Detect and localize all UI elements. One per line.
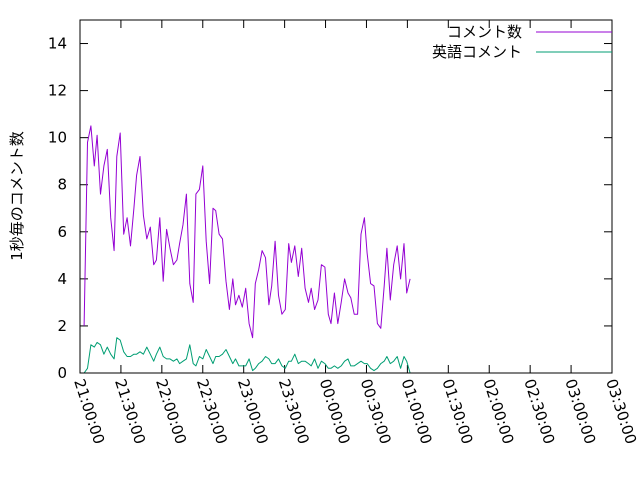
y-tick-label: 14 xyxy=(48,35,67,53)
series-line-1 xyxy=(83,125,411,339)
y-tick-label: 6 xyxy=(57,223,67,241)
y-tick-label: 4 xyxy=(57,270,67,288)
y-tick-label: 12 xyxy=(48,82,67,100)
y-tick-label: 2 xyxy=(57,317,67,335)
y-tick-labels: 0 2 4 6 8 10 12 14 xyxy=(48,35,67,382)
y-axis-label: 1秒毎のコメント数 xyxy=(8,131,26,261)
y-tick-label: 10 xyxy=(48,129,67,147)
series-lines xyxy=(83,125,411,374)
plot-frame xyxy=(79,19,613,374)
legend-label: コメント数 xyxy=(447,23,522,41)
legend-label: 英語コメント xyxy=(432,43,522,61)
series-line-2 xyxy=(83,337,411,374)
y-tick-label: 0 xyxy=(57,364,67,382)
y-tick-label: 8 xyxy=(57,176,67,194)
